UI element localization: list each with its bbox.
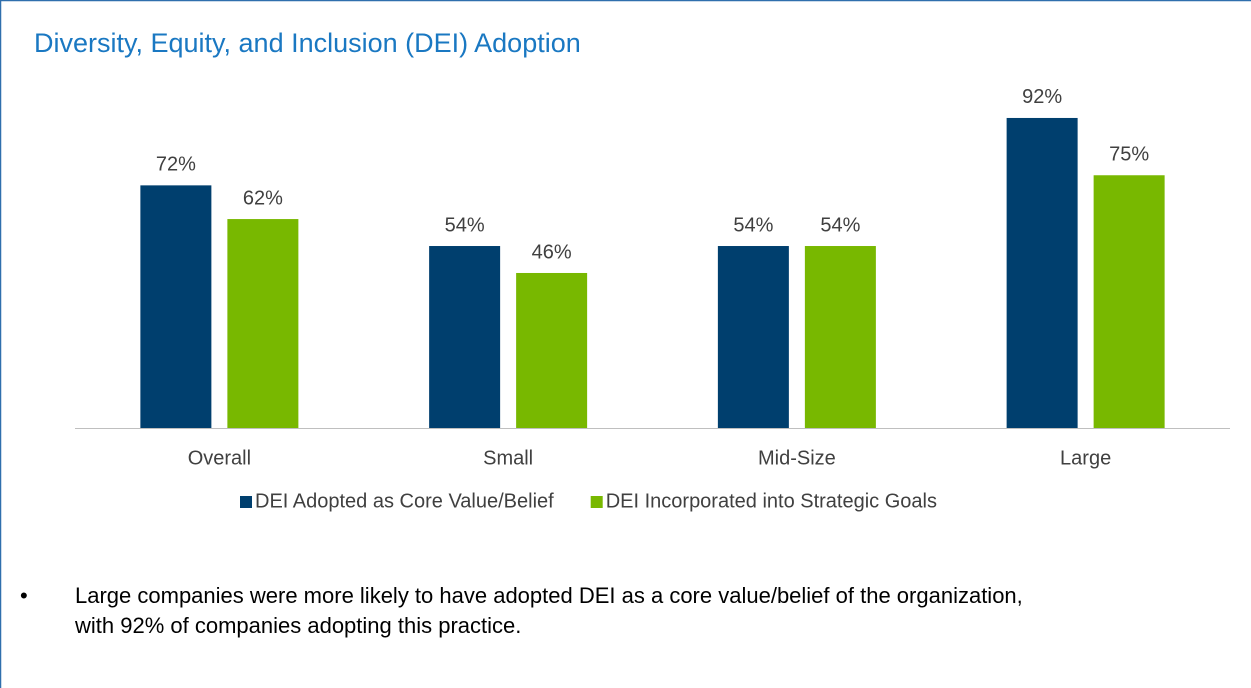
legend-label: DEI Adopted as Core Value/Belief [255, 490, 554, 512]
x-tick-label: Large [1060, 447, 1111, 469]
bar [140, 185, 212, 428]
bullet: • [20, 583, 28, 608]
value-label: 72% [156, 154, 196, 176]
bar [804, 246, 876, 428]
bar [429, 246, 501, 428]
note-line: Large companies were more likely to have… [75, 583, 1023, 608]
bar [516, 272, 588, 428]
legend-swatch [590, 496, 603, 508]
bar [1006, 117, 1078, 429]
value-label: 54% [445, 214, 485, 236]
value-label: 54% [820, 214, 860, 236]
bar [227, 219, 299, 428]
value-label: 54% [733, 214, 773, 236]
x-tick-label: Overall [188, 447, 251, 469]
legend-swatch [240, 496, 252, 508]
bar [1093, 175, 1165, 428]
legend-label: DEI Incorporated into Strategic Goals [606, 490, 937, 512]
value-label: 75% [1109, 144, 1149, 166]
note-line: with 92% of companies adopting this prac… [74, 613, 521, 638]
value-label: 62% [243, 187, 283, 209]
value-label: 46% [532, 241, 572, 263]
x-tick-label: Mid-Size [758, 447, 836, 469]
bar [717, 246, 789, 428]
chart-title: Diversity, Equity, and Inclusion (DEI) A… [34, 28, 581, 58]
x-tick-label: Small [483, 447, 533, 469]
value-label: 92% [1022, 86, 1062, 108]
